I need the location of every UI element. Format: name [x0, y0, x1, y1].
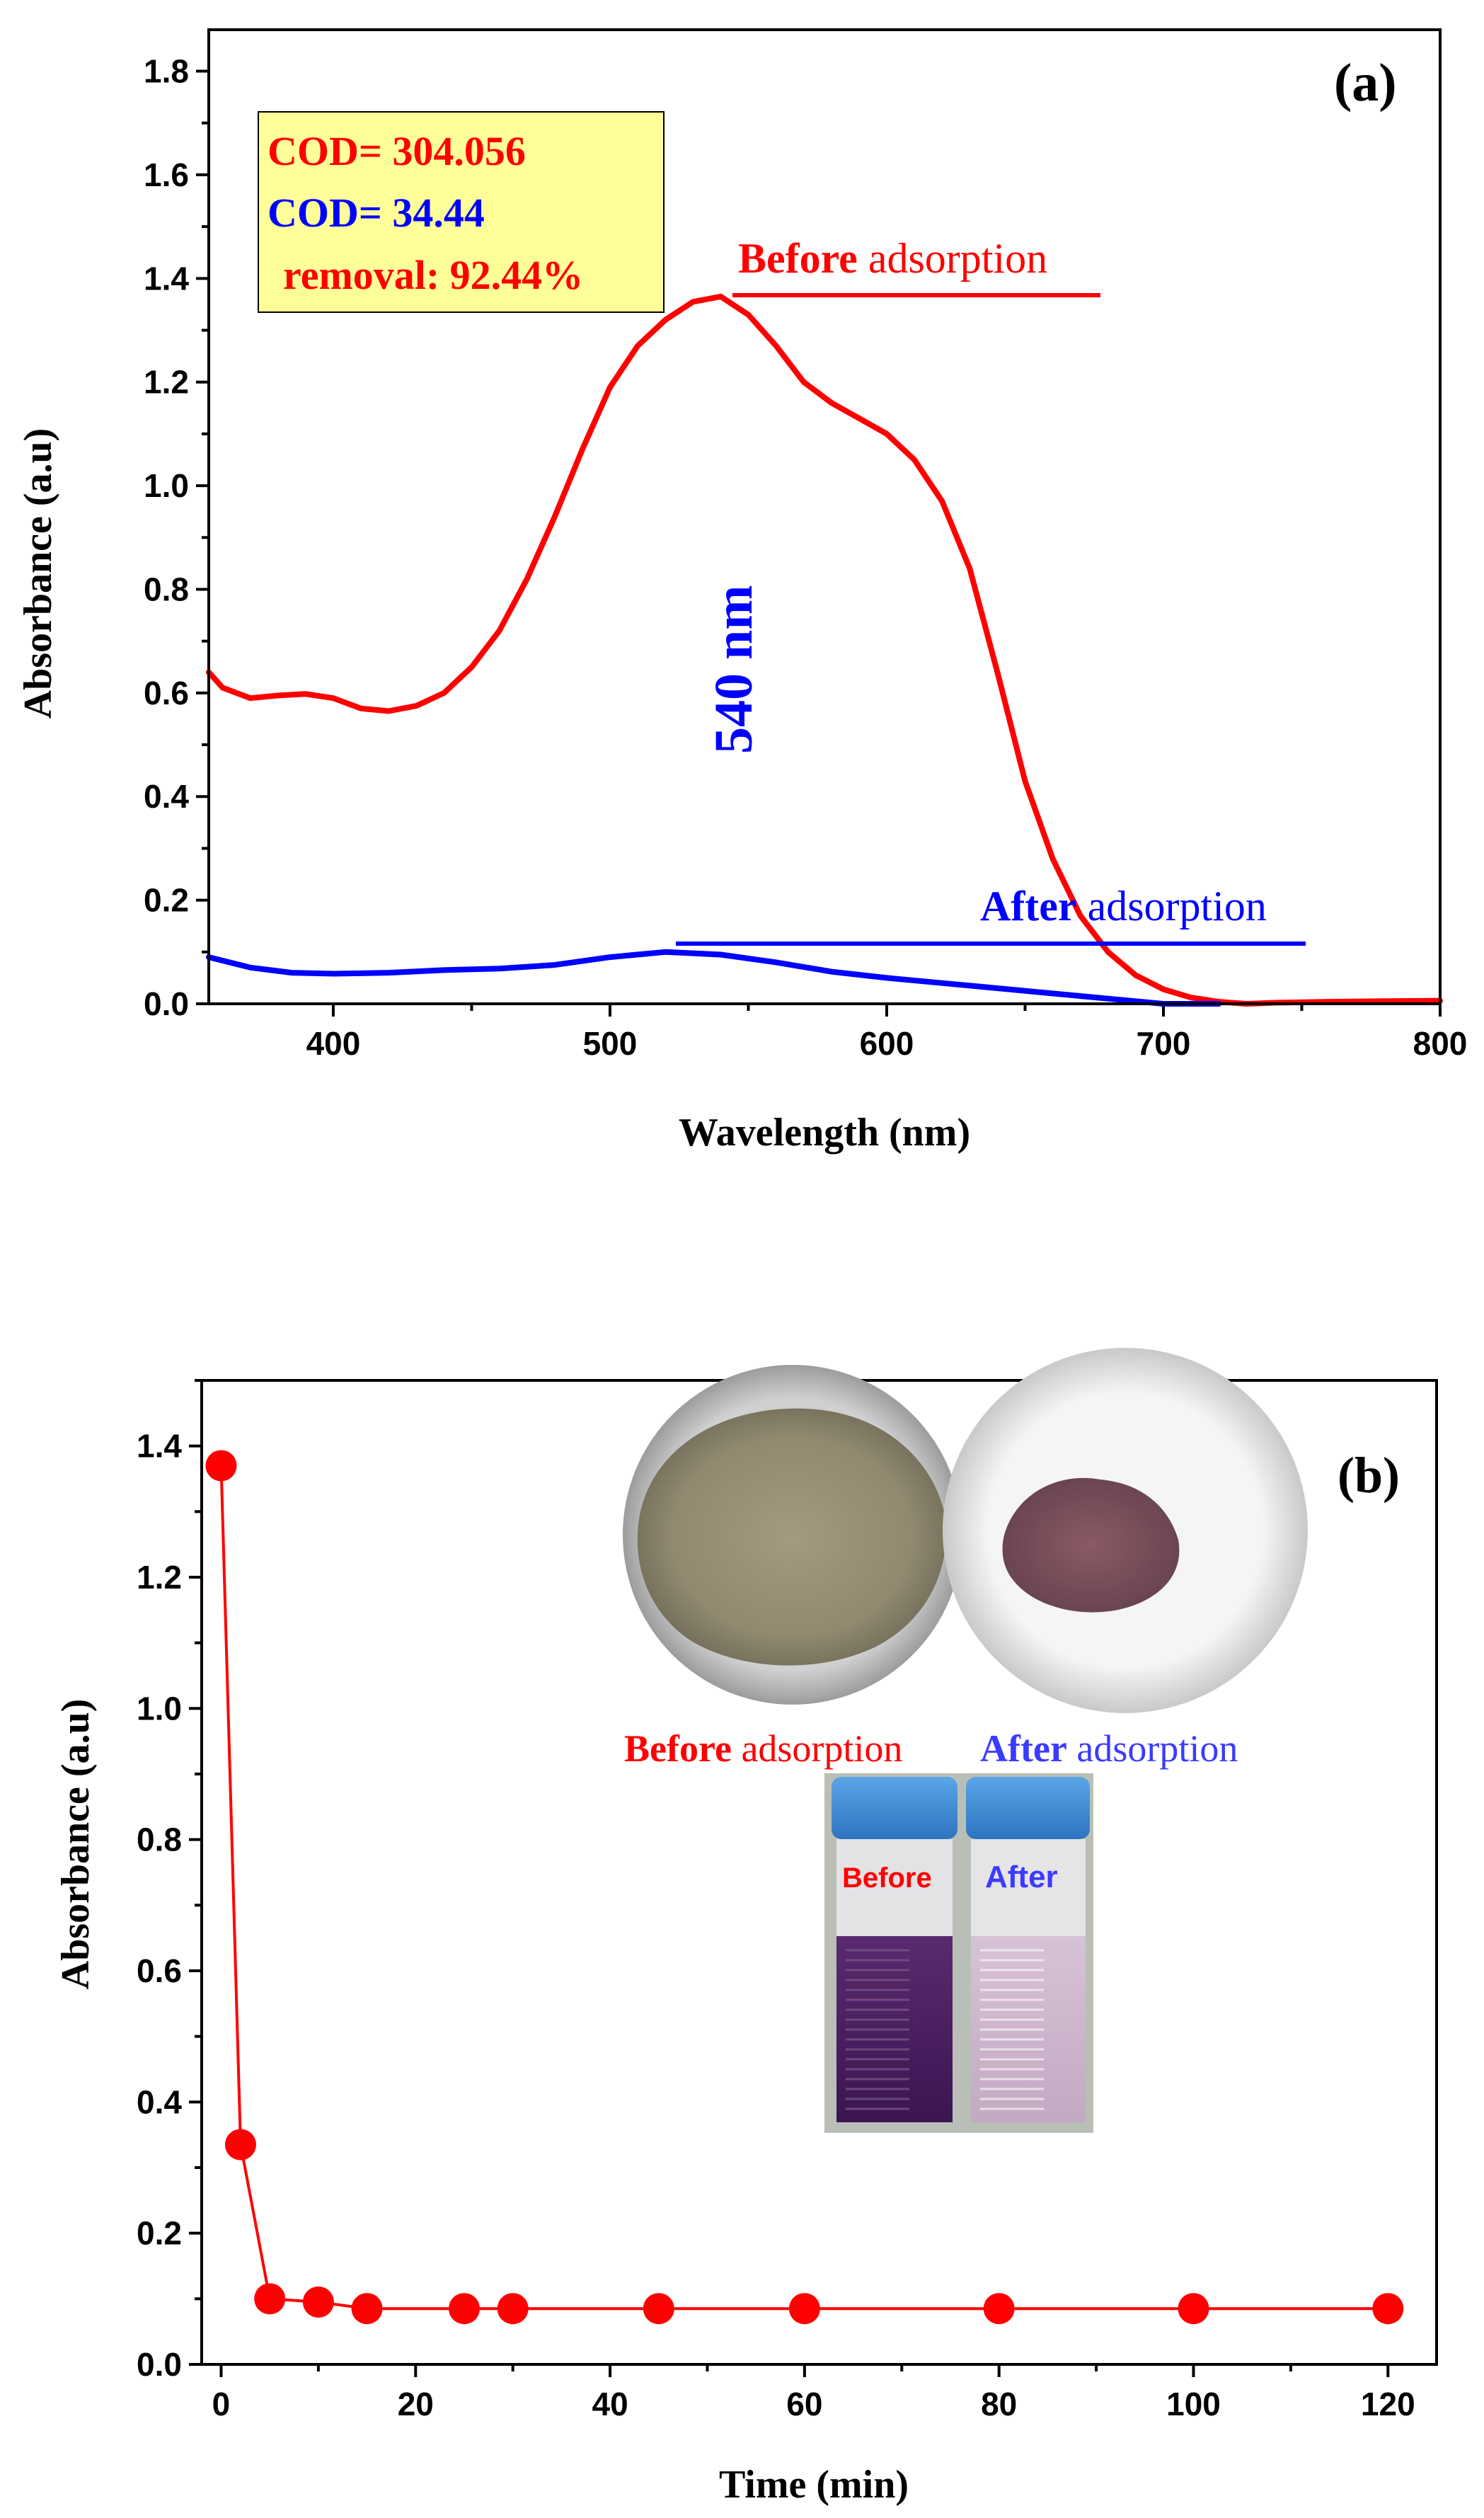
- powder-after-image: [1002, 1477, 1180, 1613]
- series-line: [206, 949, 1222, 1007]
- x-tick-label: 700: [1137, 1025, 1191, 1062]
- cod-box: [258, 111, 665, 313]
- y-tick-label: 0.0: [144, 985, 189, 1022]
- powder-after-caption: After adsorption: [980, 1727, 1238, 1770]
- panel-a-chart: 400 500 600 700 800 0.0 0.2 0.4 0.6 0.8 1.0 1.2 1.4 1…: [16, 28, 1467, 1155]
- powder-before-caption: Before adsorption: [624, 1727, 902, 1770]
- vials-photo-inset: [824, 1773, 1093, 2133]
- powder-before-image: [637, 1408, 946, 1666]
- x-tick-label: 400: [306, 1025, 361, 1062]
- vial-graduations: [846, 1949, 1044, 2110]
- data-point: [254, 2283, 286, 2315]
- y-tick-label: 0.2: [137, 2215, 182, 2252]
- data-point: [643, 2293, 674, 2325]
- data-point: [351, 2293, 383, 2325]
- vial-after-label: After: [985, 1860, 1058, 1894]
- y-tick-label: 0.8: [144, 571, 189, 607]
- data-point: [448, 2293, 480, 2325]
- x-tick-label: 120: [1361, 2386, 1415, 2422]
- peak-wavelength-label: 540 nm: [704, 585, 764, 754]
- panel-b-lines: [205, 1450, 1404, 2325]
- data-point: [302, 2286, 334, 2318]
- panel-a-lines: [206, 293, 1443, 1007]
- x-tick-label: 600: [860, 1025, 914, 1062]
- x-tick-label: 20: [398, 2386, 434, 2422]
- data-point: [1178, 2293, 1209, 2325]
- panel-a-y-axis-label: Absorbance (a.u): [16, 428, 60, 719]
- y-tick-label: 0.6: [144, 675, 189, 711]
- y-tick-label: 0.2: [144, 882, 189, 919]
- x-tick-label: 80: [981, 2386, 1017, 2422]
- y-tick-label: 1.4: [144, 260, 189, 297]
- cod-before-text: COD= 304.056: [268, 128, 526, 174]
- y-tick-label: 0.4: [144, 778, 189, 815]
- panel-b-ticks: 0 20 40 60 80 100 120 0.0 0.2 0.4 0.6 0.8 1.0 1.2 1.4: [137, 1379, 1415, 2422]
- y-tick-label: 0.0: [137, 2346, 182, 2383]
- removal-text: removal: 92.44%: [283, 252, 583, 298]
- after-adsorption-label: After adsorption: [980, 883, 1267, 929]
- powder-photos-inset: [623, 1348, 1308, 1713]
- y-tick-label: 0.8: [137, 1821, 182, 1858]
- y-tick-label: 1.6: [144, 156, 189, 193]
- data-point: [497, 2293, 529, 2325]
- y-tick-label: 1.2: [137, 1559, 182, 1596]
- vial-after-cap: [966, 1777, 1090, 1839]
- y-tick-label: 1.0: [144, 467, 189, 504]
- y-tick-label: 1.8: [144, 53, 189, 90]
- panel-b-chart: 0 20 40 60 80 100 1200.00.20.40.60.81.01.21.4 …: [54, 1348, 1438, 2507]
- y-tick-label: 0.4: [137, 2083, 182, 2120]
- series-line: [219, 1464, 1390, 2311]
- panel-b-x-axis-label: Time (min): [719, 2463, 909, 2507]
- x-tick-label: 500: [583, 1025, 638, 1062]
- y-tick-label: 1.0: [137, 1690, 182, 1727]
- panel-a-frame: [207, 28, 1442, 1005]
- x-tick-label: 0: [212, 2386, 231, 2422]
- y-tick-label: 1.4: [137, 1428, 182, 1465]
- panel-a-label: (a): [1334, 53, 1397, 113]
- vial-before-label: Before: [842, 1862, 932, 1894]
- vial-before-cap: [832, 1777, 957, 1839]
- cod-after-text: COD= 34.44: [268, 190, 485, 236]
- data-point: [205, 1450, 237, 1482]
- panel-b-y-axis-label: Absorbance (a.u): [54, 1699, 98, 1990]
- x-tick-label: 60: [786, 2386, 822, 2422]
- panel-a-x-axis-label: Wavelength (nm): [679, 1111, 970, 1155]
- series-line: [206, 293, 1443, 1007]
- before-adsorption-label: Before adsorption: [738, 235, 1047, 282]
- y-tick-label: 0.6: [137, 1952, 182, 1989]
- x-tick-label: 40: [592, 2386, 628, 2422]
- data-point: [983, 2293, 1015, 2325]
- y-tick-label: 1.2: [144, 364, 189, 401]
- x-tick-label: 100: [1166, 2386, 1221, 2422]
- panel-b-label: (b): [1338, 1447, 1400, 1504]
- panel-a-ticks: 400 500 600 700 800 0.0 0.2 0.4 0.6 0.8 1.0 1.2 1.4 1…: [144, 53, 1467, 1062]
- data-point: [1372, 2293, 1404, 2325]
- data-point: [224, 2129, 256, 2161]
- data-point: [788, 2293, 820, 2325]
- x-tick-label: 800: [1413, 1025, 1468, 1062]
